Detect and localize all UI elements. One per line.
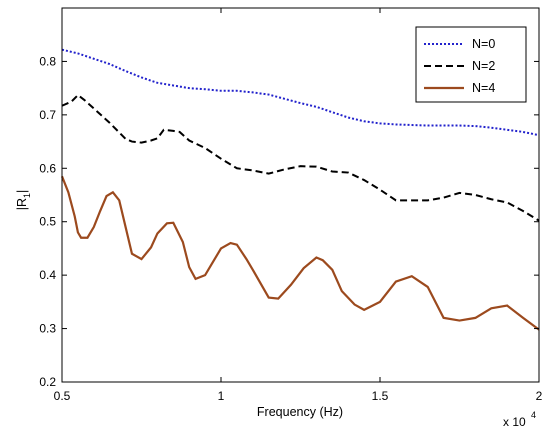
legend-label-n2: N=2	[472, 59, 495, 73]
x-multiplier: x 10 4	[503, 410, 536, 429]
plot-frame	[61, 7, 540, 383]
x-tick-label-0: 0.5	[54, 389, 71, 403]
legend: N=0 N=2 N=4	[415, 26, 527, 103]
y-label-main: |R	[15, 198, 29, 210]
x-axis-label: Frequency (Hz)	[257, 405, 343, 419]
x-multiplier-base: x 10	[503, 415, 526, 429]
series-line-n4	[60, 175, 540, 331]
y-axis-label: |R1|	[15, 190, 32, 211]
y-tick-label-0: 0.2	[39, 375, 56, 389]
series-layer	[60, 48, 540, 331]
y-tick-label-1: 0.3	[39, 322, 56, 336]
y-tick-label-3: 0.5	[39, 215, 56, 229]
y-axis-label-text: |R1|	[15, 190, 32, 211]
y-tick-label-5: 0.7	[39, 108, 56, 122]
x-tick-label-2: 1.5	[372, 389, 389, 403]
y-label-subscript: 1	[22, 193, 32, 198]
x-multiplier-exponent: 4	[531, 410, 536, 420]
x-tick-label-1: 1	[218, 389, 225, 403]
y-tick-label-6: 0.8	[39, 54, 56, 68]
y-label-end: |	[15, 190, 29, 193]
legend-label-n4: N=4	[472, 81, 495, 95]
x-tick-label-3: 2	[536, 389, 543, 403]
legend-box	[415, 26, 527, 103]
y-tick-label-4: 0.6	[39, 161, 56, 175]
series-line-n0	[61, 48, 540, 137]
y-tick-label-2: 0.4	[39, 268, 56, 282]
legend-label-n0: N=0	[472, 37, 495, 51]
ticks-layer: 0.5 1 1.5 2 0.2 0.3 0.4 0.5 0.6 0.7 0.8	[39, 8, 543, 403]
